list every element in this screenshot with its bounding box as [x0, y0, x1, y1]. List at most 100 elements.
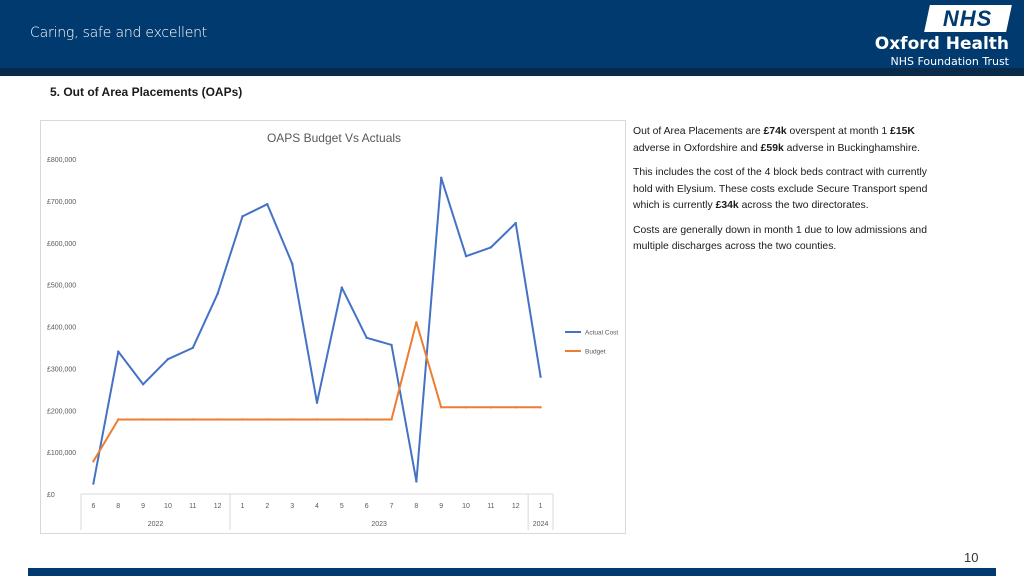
y-tick-label: £100,000: [47, 450, 76, 457]
data-point: [539, 406, 542, 409]
data-point: [141, 383, 145, 386]
data-point: [539, 375, 542, 378]
y-tick-label: £0: [47, 492, 55, 499]
data-point: [166, 357, 170, 361]
commentary-text: Costs are generally down in month 1 due …: [633, 224, 927, 253]
data-point: [340, 418, 344, 421]
y-tick-label: £700,000: [47, 199, 76, 206]
data-point: [141, 418, 145, 421]
commentary-text: Out of Area Placements are: [633, 126, 764, 137]
data-point: [241, 418, 244, 421]
commentary-text: overspent at month 1: [786, 126, 891, 137]
data-point: [117, 418, 120, 421]
nhs-logo: NHS: [924, 5, 1012, 32]
org-name: Oxford Health: [874, 34, 1009, 54]
commentary-text: adverse in Oxfordshire and: [633, 142, 761, 154]
page-number: 10: [964, 550, 979, 565]
data-point: [440, 406, 443, 409]
x-tick-label: 11: [189, 503, 196, 510]
highlight-figure: £15K: [890, 126, 915, 137]
data-point: [92, 482, 95, 485]
nhs-logo-text: NHS: [943, 5, 993, 31]
data-point: [266, 203, 269, 206]
commentary-paragraph-2: This includes the cost of the 4 block be…: [633, 165, 933, 215]
data-point: [464, 254, 468, 258]
x-group-label: 2022: [148, 521, 164, 528]
x-tick-label: 8: [116, 503, 120, 510]
data-point: [191, 418, 194, 421]
data-point: [514, 406, 517, 409]
y-tick-label: £200,000: [47, 408, 76, 415]
series-line-budget: [92, 321, 541, 462]
data-point: [390, 418, 393, 421]
data-point: [365, 418, 368, 421]
y-tick-label: £300,000: [47, 366, 76, 373]
x-tick-label: 7: [390, 503, 394, 510]
series-line-actual-cost: [92, 176, 542, 484]
y-tick-label: £400,000: [47, 325, 76, 332]
x-tick-label: 8: [414, 503, 418, 510]
data-point: [92, 460, 95, 463]
commentary-text: adverse in Buckinghamshire.: [783, 142, 921, 154]
x-tick-label: 1: [241, 503, 245, 510]
data-point: [340, 286, 344, 289]
y-tick-label: £500,000: [47, 283, 76, 290]
data-point: [440, 176, 443, 180]
x-tick-label: 1: [539, 503, 543, 510]
legend-label: Actual Cost: [585, 330, 618, 337]
data-point: [290, 418, 294, 421]
data-point: [166, 418, 170, 421]
commentary-paragraph-3: Costs are generally down in month 1 due …: [633, 223, 933, 256]
data-point: [241, 215, 244, 218]
commentary: Out of Area Placements are £74k overspen…: [633, 124, 933, 264]
header-strip: [0, 68, 1024, 76]
x-group-label: 2023: [371, 521, 387, 528]
data-point: [216, 292, 219, 296]
x-group-label: 2024: [533, 521, 549, 528]
chart-container: OAPS Budget Vs Actuals £0 £100,000 £200,00…: [40, 120, 626, 534]
data-point: [290, 262, 294, 265]
x-tick-label: 3: [290, 503, 294, 510]
x-tick-label: 12: [512, 503, 520, 510]
data-point: [464, 406, 468, 409]
commentary-paragraph-1: Out of Area Placements are £74k overspen…: [633, 124, 933, 157]
tagline: Caring, safe and excellent: [30, 25, 208, 41]
commentary-text: This includes the cost of the 4 block be…: [633, 167, 928, 211]
x-tick-label: 6: [365, 503, 369, 510]
data-point: [117, 350, 120, 353]
y-tick-label: £600,000: [47, 241, 76, 248]
y-tick-label: £800,000: [47, 157, 76, 164]
highlight-figure: £59k: [760, 142, 784, 154]
data-point: [266, 418, 269, 421]
data-point: [415, 480, 418, 483]
data-point: [365, 336, 368, 340]
x-tick-label: 11: [487, 503, 494, 510]
data-point: [514, 221, 517, 225]
data-point: [489, 406, 493, 409]
x-tick-label: 2: [265, 503, 269, 510]
legend-label: Budget: [585, 349, 606, 356]
data-point: [489, 246, 493, 249]
x-tick-label: 6: [91, 503, 95, 510]
x-tick-label: 10: [462, 503, 470, 510]
header-bar: [0, 0, 1024, 68]
section-title: 5. Out of Area Placements (OAPs): [50, 85, 243, 99]
chart-title: OAPS Budget Vs Actuals: [266, 131, 402, 145]
data-point: [415, 321, 418, 324]
x-tick-label: 5: [340, 503, 344, 510]
x-tick-label: 12: [214, 503, 222, 510]
x-tick-label: 9: [141, 503, 145, 510]
highlight-figure: £74k: [763, 126, 787, 137]
commentary-text: across the two directorates.: [738, 200, 869, 211]
data-point: [390, 343, 393, 347]
data-point: [216, 418, 219, 421]
data-point: [191, 346, 194, 350]
x-tick-label: 4: [315, 503, 319, 510]
x-tick-label: 9: [439, 503, 443, 510]
x-tick-label: 10: [164, 503, 172, 510]
data-point: [315, 418, 319, 421]
data-point: [315, 401, 319, 404]
org-subtitle: NHS Foundation Trust: [890, 55, 1009, 68]
chart-svg: £0 £100,000 £200,000 £300,000 £400,000 £500,0…: [47, 157, 618, 530]
